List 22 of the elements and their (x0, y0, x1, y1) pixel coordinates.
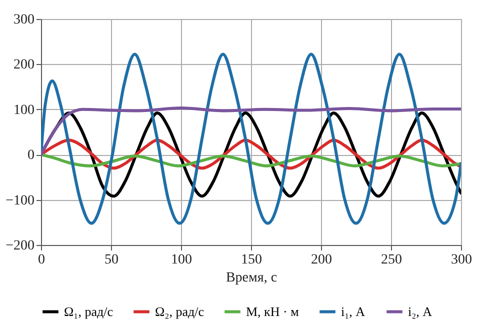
line-series (41, 52, 461, 225)
legend-label: i₁, А (341, 304, 366, 319)
y-tick-label: 100 (14, 102, 34, 118)
y-tick-label: 200 (14, 58, 34, 73)
x-tick-label: 250 (381, 252, 402, 268)
legend-label: M, кН · м (246, 304, 299, 319)
x-tick-label: 0 (38, 252, 45, 268)
x-tick-label: 100 (171, 252, 192, 268)
y-tick-label: −200 (6, 238, 34, 254)
x-tick-label: 300 (451, 252, 472, 268)
y-tick-label: 0 (28, 148, 34, 164)
x-tick-label: 50 (104, 252, 118, 268)
y-tick-label: 300 (14, 12, 34, 28)
x-axis-title: Время, с (226, 270, 278, 286)
legend-label: i₂, А (408, 304, 433, 319)
x-tick-label: 200 (311, 252, 332, 268)
line-series (41, 106, 461, 156)
legend-label: Ω₂, рад/с (155, 304, 204, 319)
line-series (41, 153, 461, 168)
y-tick-label: −100 (6, 193, 34, 208)
x-tick-label: 150 (241, 252, 262, 268)
legend-label: Ω₁, рад/с (64, 304, 114, 319)
